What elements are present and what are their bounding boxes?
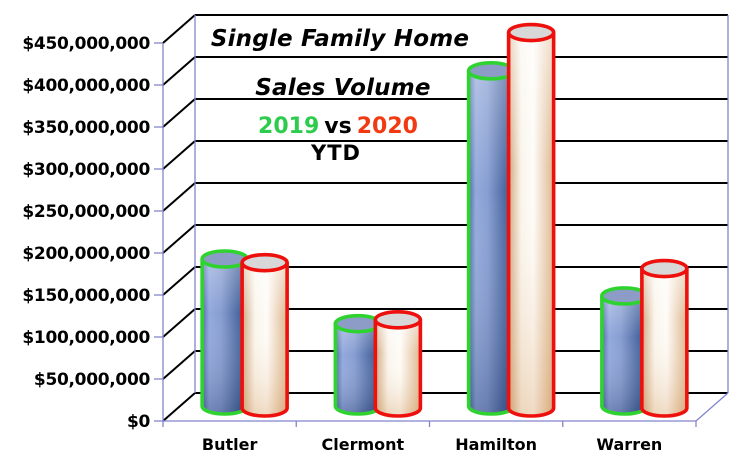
- cylinder-body-shade: [641, 268, 687, 416]
- cylinder-top: [506, 22, 556, 43]
- y-axis-label: $50,000,000: [34, 370, 151, 390]
- cylinder-2020-warren: [640, 258, 689, 418]
- cylinder-outline: [640, 268, 689, 418]
- gridline-side: [162, 266, 196, 296]
- cylinder-2019-warren: [600, 286, 649, 416]
- cylinder-top: [373, 309, 423, 330]
- y-axis-label: $250,000,000: [22, 202, 150, 222]
- legend-series-2020: 2020: [356, 114, 418, 139]
- cylinder-body-shade: [335, 323, 381, 414]
- cylinder-body-shade: [202, 259, 248, 414]
- gridline-side: [162, 14, 196, 44]
- category-label-clermont: Clermont: [322, 435, 405, 454]
- gridline-side: [162, 140, 196, 170]
- cylinder-2020-hamilton: [506, 22, 556, 418]
- cylinder-body-shade: [242, 262, 288, 416]
- y-axis-label: $350,000,000: [22, 118, 150, 138]
- gridline-side: [162, 308, 196, 338]
- cylinder-outline: [373, 319, 423, 418]
- y-axis-label: $0: [127, 412, 151, 432]
- cylinder-body-shade: [601, 295, 647, 414]
- floor-right-edge: [695, 392, 729, 422]
- cylinder-top: [240, 252, 289, 273]
- y-axis-label: $150,000,000: [22, 286, 150, 306]
- legend-series-2019: 2019: [258, 114, 320, 139]
- chart-title-line1: Single Family Home: [210, 26, 470, 52]
- legend-vs-text: vs: [324, 114, 352, 139]
- cylinder-body-shade: [508, 32, 554, 417]
- category-label-hamilton: Hamilton: [455, 435, 537, 454]
- gridline-side: [162, 392, 196, 422]
- gridline-side: [162, 56, 196, 86]
- cylinder-outline: [506, 32, 556, 418]
- cylinder-2019-clermont: [333, 313, 383, 416]
- y-axis-label: $450,000,000: [22, 34, 150, 54]
- chart-title-line2: Sales Volume: [255, 75, 431, 101]
- gridline-side: [162, 98, 196, 128]
- y-axis-label: $100,000,000: [22, 328, 150, 348]
- cylinder-body-shade: [468, 70, 514, 414]
- gridline-side: [162, 350, 196, 380]
- chart-legend: 2019 vs 2020: [258, 114, 418, 139]
- legend-ytd: YTD: [311, 141, 361, 165]
- category-label-butler: Butler: [202, 435, 258, 454]
- y-axis-label: $400,000,000: [22, 76, 150, 96]
- cylinder-2020-butler: [240, 252, 289, 418]
- cylinder-2019-hamilton: [466, 61, 516, 416]
- cylinder-2019-butler: [200, 249, 249, 416]
- cylinder-top: [640, 258, 689, 279]
- category-label-warren: Warren: [596, 435, 662, 454]
- cylinder-2020-clermont: [373, 309, 423, 418]
- cylinder-outline: [240, 262, 289, 418]
- y-axis-label: $200,000,000: [22, 244, 150, 264]
- y-axis-label: $300,000,000: [22, 160, 150, 180]
- gridline-side: [162, 224, 196, 254]
- gridline-side: [162, 182, 196, 212]
- cylinder-body-shade: [375, 319, 421, 416]
